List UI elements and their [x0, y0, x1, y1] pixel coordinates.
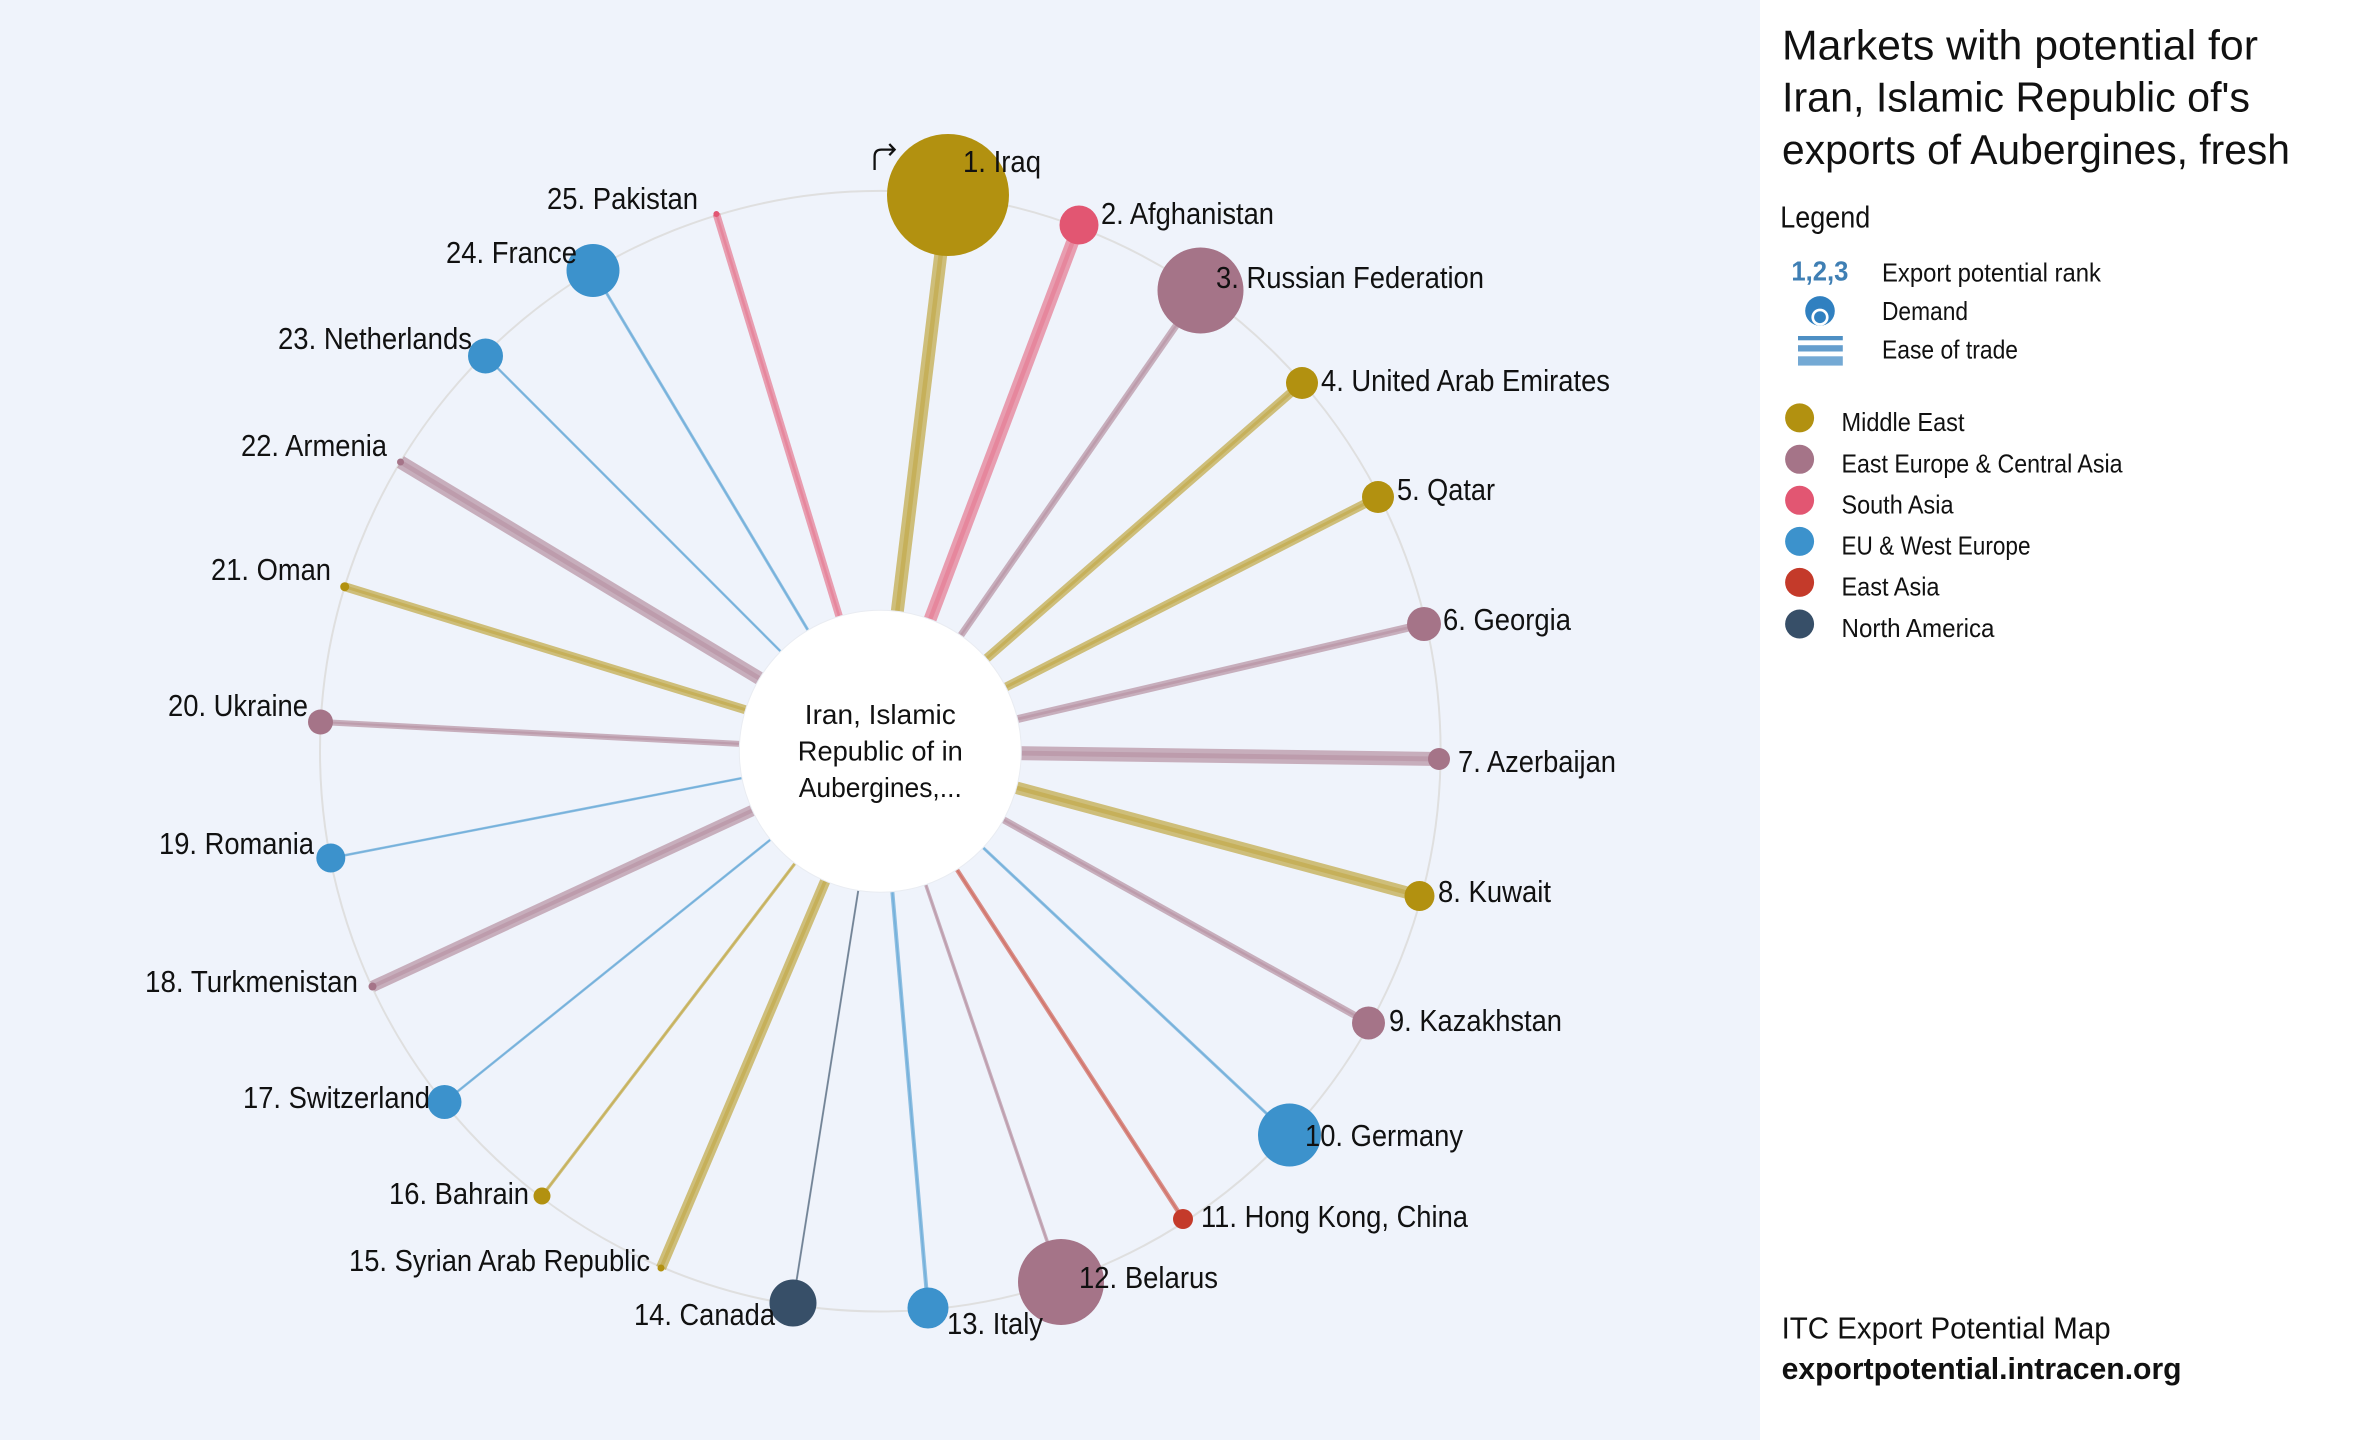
- svg-text:Iran, Islamic: Iran, Islamic: [805, 699, 956, 730]
- svg-text:4. United Arab Emirates: 4. United Arab Emirates: [1321, 363, 1610, 398]
- svg-text:3. Russian Federation: 3. Russian Federation: [1216, 260, 1484, 295]
- svg-text:2. Afghanistan: 2. Afghanistan: [1101, 196, 1274, 231]
- svg-text:9. Kazakhstan: 9. Kazakhstan: [1389, 1003, 1562, 1038]
- svg-text:23. Netherlands: 23. Netherlands: [278, 321, 472, 356]
- svg-text:25. Pakistan: 25. Pakistan: [547, 181, 698, 216]
- svg-text:EU & West Europe: EU & West Europe: [1842, 530, 2031, 560]
- svg-text:Aubergines,...: Aubergines,...: [799, 772, 962, 803]
- svg-text:5. Qatar: 5. Qatar: [1397, 472, 1495, 507]
- svg-text:18. Turkmenistan: 18. Turkmenistan: [145, 964, 358, 999]
- svg-text:7. Azerbaijan: 7. Azerbaijan: [1458, 744, 1616, 779]
- svg-text:13. Italy: 13. Italy: [947, 1306, 1043, 1341]
- svg-text:1,2,3: 1,2,3: [1791, 256, 1848, 287]
- svg-text:North America: North America: [1842, 613, 1995, 643]
- svg-text:exportpotential.intracen.org: exportpotential.intracen.org: [1782, 1351, 2182, 1386]
- svg-text:Republic of in: Republic of in: [798, 736, 963, 767]
- svg-text:exports of Aubergines, fresh: exports of Aubergines, fresh: [1782, 126, 2290, 173]
- svg-text:South Asia: South Asia: [1842, 489, 1954, 519]
- svg-text:Markets with potential for: Markets with potential for: [1782, 22, 2258, 69]
- svg-text:14. Canada: 14. Canada: [634, 1297, 776, 1332]
- svg-text:1. Iraq: 1. Iraq: [963, 144, 1041, 179]
- svg-text:East Europe & Central Asia: East Europe & Central Asia: [1842, 448, 2123, 478]
- svg-text:Legend: Legend: [1780, 199, 1870, 234]
- svg-text:11. Hong Kong, China: 11. Hong Kong, China: [1201, 1199, 1469, 1234]
- svg-text:Middle East: Middle East: [1842, 407, 1966, 437]
- svg-text:20. Ukraine: 20. Ukraine: [168, 688, 308, 723]
- svg-text:Ease of trade: Ease of trade: [1882, 335, 2018, 365]
- svg-text:15. Syrian Arab Republic: 15. Syrian Arab Republic: [349, 1243, 650, 1278]
- svg-text:21. Oman: 21. Oman: [211, 552, 331, 587]
- svg-text:22. Armenia: 22. Armenia: [241, 428, 388, 463]
- svg-text:Iran, Islamic Republic of's: Iran, Islamic Republic of's: [1782, 74, 2250, 121]
- svg-text:8. Kuwait: 8. Kuwait: [1438, 874, 1551, 909]
- svg-text:6. Georgia: 6. Georgia: [1443, 602, 1572, 637]
- svg-text:12. Belarus: 12. Belarus: [1079, 1260, 1218, 1295]
- svg-text:24. France: 24. France: [446, 235, 577, 270]
- svg-text:19. Romania: 19. Romania: [159, 826, 315, 861]
- svg-text:East Asia: East Asia: [1842, 571, 1940, 601]
- svg-text:ITC Export Potential Map: ITC Export Potential Map: [1782, 1311, 2111, 1346]
- svg-text:10. Germany: 10. Germany: [1305, 1118, 1463, 1153]
- svg-text:17. Switzerland: 17. Switzerland: [243, 1080, 430, 1115]
- svg-text:Export potential rank: Export potential rank: [1882, 257, 2102, 287]
- svg-text:16. Bahrain: 16. Bahrain: [389, 1176, 529, 1211]
- svg-text:Demand: Demand: [1882, 296, 1968, 326]
